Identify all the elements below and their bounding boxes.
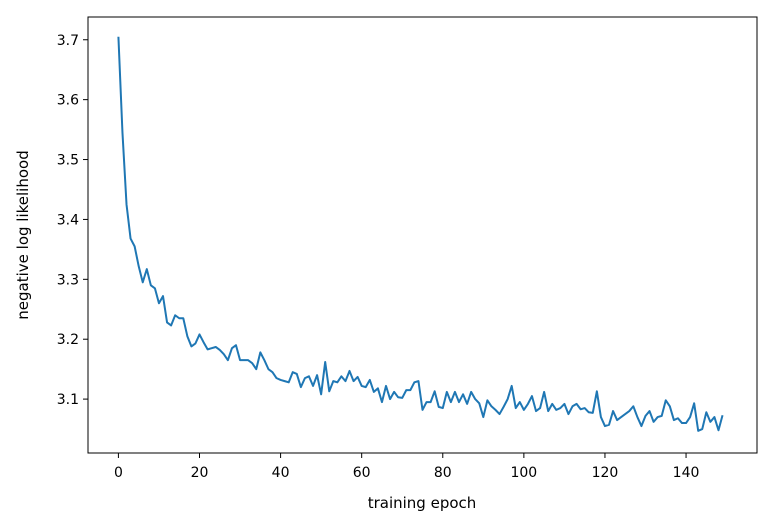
x-tick-label: 60 [353,465,371,481]
y-tick-label: 3.5 [57,153,79,169]
series-line [117,36,724,432]
y-tick-label: 3.3 [57,272,79,288]
y-axis-ticks: 3.1 3.2 3.3 3.4 3.5 3.6 3.7 [57,33,88,408]
plot-area [88,17,757,453]
x-axis-ticks: 0 20 40 60 80 100 120 140 [114,453,699,481]
x-tick-label: 80 [434,465,452,481]
plot-frame [87,16,758,454]
x-axis-label: training epoch [368,494,477,512]
x-tick-label: 40 [272,465,290,481]
x-tick-label: 140 [673,465,700,481]
x-tick-label: 20 [191,465,209,481]
x-tick-label: 120 [592,465,619,481]
y-axis-label: negative log likelihood [14,150,32,319]
y-tick-label: 3.6 [57,93,79,109]
y-tick-label: 3.2 [57,332,79,348]
x-tick-label: 0 [114,465,123,481]
x-tick-label: 100 [510,465,537,481]
y-tick-label: 3.1 [57,392,79,408]
y-tick-label: 3.4 [57,212,79,228]
y-tick-label: 3.7 [57,33,79,49]
